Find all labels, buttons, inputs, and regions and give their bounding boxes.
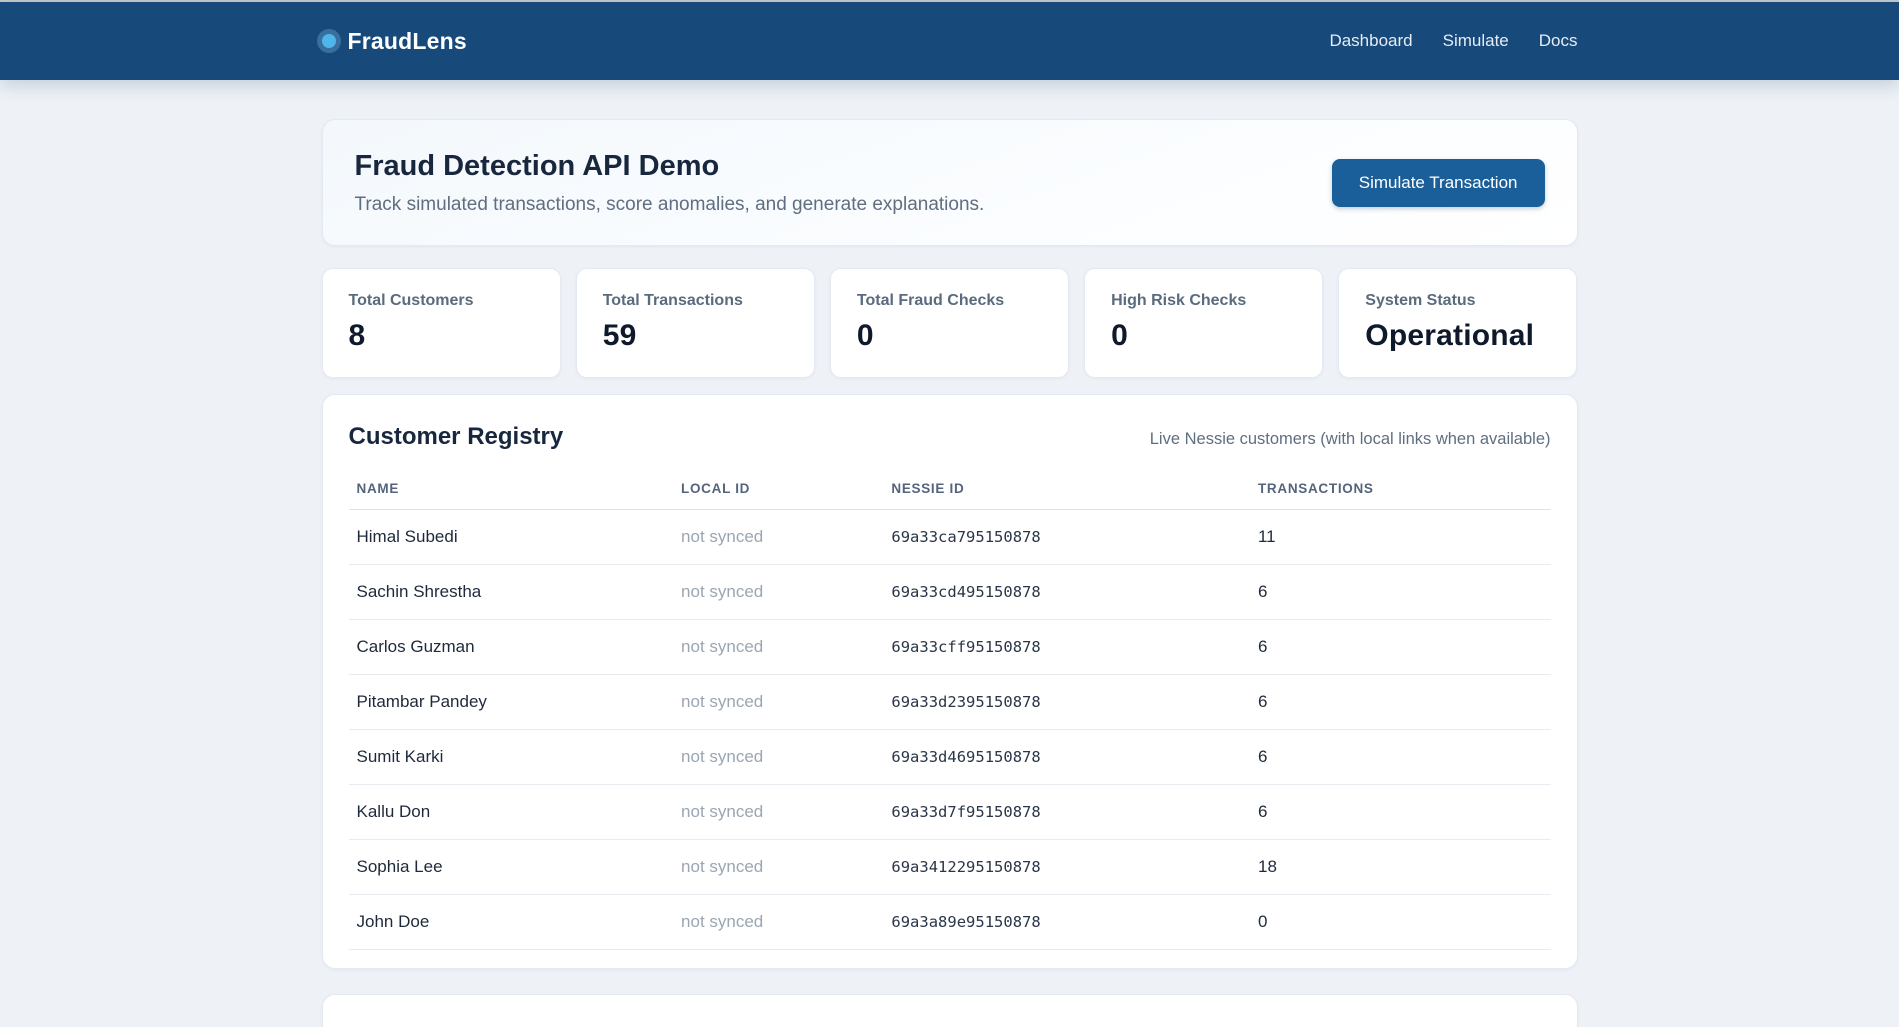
brand-name: FraudLens	[347, 27, 467, 54]
stat-label: Total Transactions	[602, 292, 743, 309]
table-header-row: Name Local ID Nessie ID Transactions	[348, 471, 1551, 510]
stat-label: High Risk Checks	[1111, 292, 1247, 309]
table-column-header: Transactions	[1249, 471, 1551, 510]
local-id-cell: not synced	[673, 619, 884, 675]
table-row: Sumit Karki not synced 69a33d4695150878 …	[348, 729, 1551, 785]
table-row: Sophia Lee not synced 69a3412295150878 1…	[348, 839, 1551, 895]
nav-link[interactable]: Dashboard	[1329, 31, 1413, 50]
navbar: FraudLens Dashboard Simulate Docs	[0, 2, 1899, 80]
table-row: Sachin Shrestha not synced 69a33cd495150…	[348, 564, 1551, 620]
main-content: Fraud Detection API Demo Track simulated…	[321, 119, 1578, 1027]
nav-link[interactable]: Simulate	[1442, 31, 1509, 50]
nessie-id-cell: 69a33d7f95150878	[883, 784, 1250, 840]
nessie-id-cell: 69a33d2395150878	[883, 674, 1250, 730]
stats-grid: Total Customers 8 Total Transactions 59 …	[321, 268, 1578, 378]
stat-value: 0	[1111, 319, 1128, 352]
nessie-id-cell: 69a3412295150878	[883, 839, 1250, 895]
table-column-header: Nessie ID	[883, 471, 1250, 510]
table-row: Carlos Guzman not synced 69a33cff9515087…	[348, 619, 1551, 675]
stat-card: System Status Operational	[1338, 268, 1578, 378]
stat-card: Total Fraud Checks 0	[829, 268, 1070, 378]
customer-name-cell: John Doe	[348, 894, 674, 950]
registry-header: Customer Registry Live Nessie customers …	[349, 423, 1551, 451]
customer-name-cell: Sumit Karki	[348, 729, 674, 785]
local-id-cell: not synced	[673, 894, 884, 950]
local-id-cell: not synced	[673, 784, 884, 840]
page-title: Fraud Detection API Demo	[354, 149, 720, 182]
stat-label: Total Fraud Checks	[856, 292, 1005, 309]
stat-value: 8	[348, 319, 366, 352]
table-column-header: Local ID	[673, 471, 884, 510]
registry-title: Customer Registry	[348, 423, 564, 450]
customer-name-cell: Carlos Guzman	[348, 619, 674, 675]
nessie-id-cell: 69a33d4695150878	[883, 729, 1250, 785]
table-row: John Doe not synced 69a3a89e95150878 0	[348, 894, 1551, 950]
registry-subtitle: Live Nessie customers (with local links …	[1149, 430, 1551, 448]
customer-table: Name Local ID Nessie ID Transactions Him…	[348, 471, 1551, 950]
customer-registry-card: Customer Registry Live Nessie customers …	[321, 394, 1578, 969]
transactions-cell: 0	[1249, 894, 1551, 950]
transactions-cell: 6	[1249, 619, 1551, 675]
customer-name-cell: Sachin Shrestha	[348, 564, 674, 620]
stat-label: System Status	[1365, 292, 1476, 309]
local-id-cell: not synced	[673, 509, 884, 565]
table-column-header: Name	[348, 471, 674, 510]
stat-card: Total Customers 8	[321, 268, 561, 378]
transactions-cell: 6	[1249, 729, 1551, 785]
hero-card: Fraud Detection API Demo Track simulated…	[321, 119, 1578, 246]
brand[interactable]: FraudLens	[321, 27, 467, 55]
transactions-cell: 6	[1249, 784, 1551, 840]
table-row: Kallu Don not synced 69a33d7f95150878 6	[348, 784, 1551, 840]
window-top-edge	[0, 0, 1899, 2]
customer-name-cell: Sophia Lee	[348, 839, 674, 895]
brand-logo-icon	[321, 34, 336, 48]
stat-value: Operational	[1365, 319, 1535, 352]
nessie-id-cell: 69a3a89e95150878	[883, 894, 1250, 950]
local-id-cell: not synced	[673, 674, 884, 730]
page-subtitle: Track simulated transactions, score anom…	[354, 193, 985, 215]
stat-value: 59	[602, 319, 637, 352]
table-row: Pitambar Pandey not synced 69a33d2395150…	[348, 674, 1551, 730]
stat-label: Total Customers	[348, 292, 474, 309]
table-row: Himal Subedi not synced 69a33ca795150878…	[348, 509, 1551, 565]
stat-card: High Risk Checks 0	[1084, 268, 1324, 378]
simulate-transaction-button[interactable]: Simulate Transaction	[1331, 158, 1545, 207]
transactions-cell: 18	[1249, 839, 1551, 895]
hero-text: Fraud Detection API Demo Track simulated…	[355, 150, 985, 216]
transactions-cell: 6	[1249, 674, 1551, 730]
stat-value: 0	[856, 319, 874, 352]
nessie-id-cell: 69a33ca795150878	[883, 509, 1250, 565]
transactions-cell: 11	[1249, 509, 1551, 565]
local-id-cell: not synced	[673, 564, 884, 620]
transactions-cell: 6	[1249, 564, 1551, 620]
local-id-cell: not synced	[673, 729, 884, 785]
customer-name-cell: Himal Subedi	[348, 509, 674, 565]
customer-name-cell: Kallu Don	[348, 784, 674, 840]
stat-card: Total Transactions 59	[575, 268, 815, 378]
next-section-card-cutoff	[321, 994, 1578, 1027]
local-id-cell: not synced	[673, 839, 884, 895]
nessie-id-cell: 69a33cff95150878	[883, 619, 1250, 675]
nav-links: Dashboard Simulate Docs	[1329, 31, 1577, 51]
customer-name-cell: Pitambar Pandey	[348, 674, 674, 730]
nessie-id-cell: 69a33cd495150878	[883, 564, 1250, 620]
nav-link[interactable]: Docs	[1538, 31, 1578, 50]
